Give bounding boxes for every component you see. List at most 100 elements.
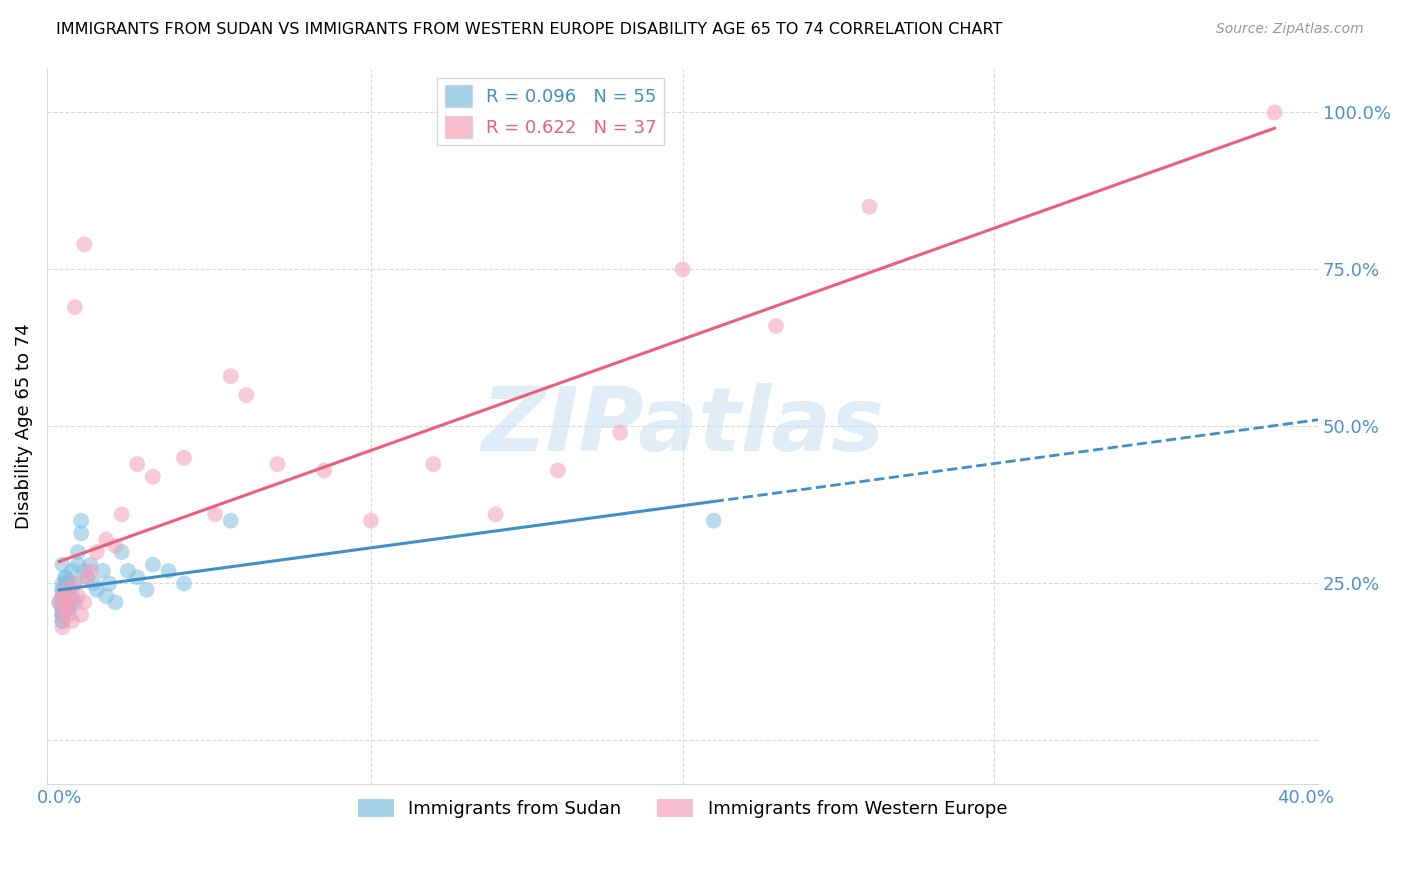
Point <box>51 558 73 572</box>
Point <box>76 570 98 584</box>
Point <box>60 614 83 628</box>
Point <box>55 601 77 615</box>
Y-axis label: Disability Age 65 to 74: Disability Age 65 to 74 <box>15 324 32 529</box>
Point <box>55 595 77 609</box>
Point <box>60 564 83 578</box>
Point <box>91 564 114 578</box>
Point <box>48 595 70 609</box>
Point <box>55 570 77 584</box>
Point <box>94 589 117 603</box>
Point <box>765 318 787 333</box>
Point <box>79 558 101 572</box>
Point <box>79 564 101 578</box>
Point <box>219 514 242 528</box>
Point <box>67 558 90 572</box>
Point <box>67 545 90 559</box>
Point <box>58 589 80 603</box>
Point <box>51 607 73 622</box>
Point <box>73 564 96 578</box>
Point <box>173 576 195 591</box>
Point <box>703 514 725 528</box>
Point <box>51 614 73 628</box>
Point <box>58 589 80 603</box>
Point <box>83 576 105 591</box>
Point <box>73 595 96 609</box>
Point <box>55 595 77 609</box>
Point <box>235 388 257 402</box>
Point <box>98 576 121 591</box>
Point <box>58 576 80 591</box>
Point <box>157 564 180 578</box>
Point <box>51 607 73 622</box>
Point <box>58 582 80 597</box>
Point <box>86 545 108 559</box>
Point <box>60 595 83 609</box>
Point <box>314 463 336 477</box>
Point <box>51 607 73 622</box>
Point <box>63 576 86 591</box>
Point <box>51 620 73 634</box>
Point <box>51 582 73 597</box>
Legend: Immigrants from Sudan, Immigrants from Western Europe: Immigrants from Sudan, Immigrants from W… <box>350 792 1015 825</box>
Point <box>127 570 149 584</box>
Point <box>547 463 569 477</box>
Point <box>55 582 77 597</box>
Point <box>55 589 77 603</box>
Point <box>58 601 80 615</box>
Point <box>360 514 382 528</box>
Point <box>60 589 83 603</box>
Point <box>219 369 242 384</box>
Point <box>266 457 288 471</box>
Point <box>63 595 86 609</box>
Point <box>51 589 73 603</box>
Point <box>484 508 506 522</box>
Point <box>173 450 195 465</box>
Point <box>70 514 93 528</box>
Point <box>51 601 73 615</box>
Point <box>51 614 73 628</box>
Point <box>104 539 127 553</box>
Point <box>51 601 73 615</box>
Point <box>609 425 631 440</box>
Point <box>142 469 165 483</box>
Point <box>422 457 444 471</box>
Point <box>58 595 80 609</box>
Point <box>142 558 165 572</box>
Text: IMMIGRANTS FROM SUDAN VS IMMIGRANTS FROM WESTERN EUROPE DISABILITY AGE 65 TO 74 : IMMIGRANTS FROM SUDAN VS IMMIGRANTS FROM… <box>56 22 1002 37</box>
Point <box>858 200 880 214</box>
Point <box>55 576 77 591</box>
Point <box>55 601 77 615</box>
Point <box>58 607 80 622</box>
Point <box>70 526 93 541</box>
Point <box>55 595 77 609</box>
Point <box>51 595 73 609</box>
Point <box>135 582 157 597</box>
Point <box>70 607 93 622</box>
Point <box>51 576 73 591</box>
Point <box>51 589 73 603</box>
Point <box>67 589 90 603</box>
Point <box>51 601 73 615</box>
Point <box>1263 105 1285 120</box>
Point <box>127 457 149 471</box>
Point <box>111 508 134 522</box>
Point <box>671 262 693 277</box>
Point <box>117 564 139 578</box>
Point <box>48 595 70 609</box>
Point <box>51 607 73 622</box>
Point <box>111 545 134 559</box>
Point <box>104 595 127 609</box>
Point <box>55 582 77 597</box>
Point <box>51 582 73 597</box>
Point <box>63 300 86 314</box>
Point <box>76 570 98 584</box>
Text: Source: ZipAtlas.com: Source: ZipAtlas.com <box>1216 22 1364 37</box>
Text: ZIPatlas: ZIPatlas <box>481 383 884 470</box>
Point <box>73 237 96 252</box>
Point <box>51 589 73 603</box>
Point <box>86 582 108 597</box>
Point <box>94 533 117 547</box>
Point <box>55 570 77 584</box>
Point <box>204 508 226 522</box>
Point <box>63 576 86 591</box>
